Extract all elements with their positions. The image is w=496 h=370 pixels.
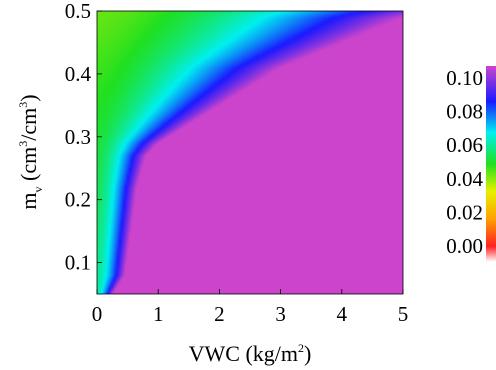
y-axis-label-main: m	[16, 192, 41, 209]
colorbar-tick-label: 0.10	[446, 66, 483, 90]
x-tick-label: 0	[92, 302, 103, 326]
y-axis-label-unit-close: )	[16, 94, 41, 101]
y-axis-label-unit-open: (cm	[16, 147, 41, 187]
y-axis-label-unit-mid: /cm	[16, 108, 41, 141]
x-axis-label: VWC (kg/m2)	[189, 341, 312, 366]
x-axis-label-close: )	[304, 341, 311, 366]
x-axis-label-exp: 2	[298, 341, 304, 355]
x-tick-label: 4	[337, 302, 348, 326]
y-axis-label-exp1: 3	[16, 141, 30, 147]
colorbar-tick-label: 0.06	[446, 133, 483, 157]
x-axis-label-main: VWC (kg/m	[189, 341, 298, 366]
colorbar-gradient	[486, 66, 496, 262]
x-tick-label: 2	[214, 302, 225, 326]
y-tick-label: 0.4	[65, 62, 92, 86]
y-tick-label: 0.3	[65, 125, 91, 149]
colorbar-tick-label: 0.00	[446, 234, 483, 258]
colorbar-tick-label: 0.02	[446, 200, 483, 224]
y-tick-label: 0.5	[65, 0, 91, 23]
x-tick-label: 5	[398, 302, 409, 326]
y-axis-label-sub: v	[31, 186, 45, 192]
plot-frame	[96, 10, 404, 295]
x-tick-label: 3	[275, 302, 286, 326]
heatmap-image	[97, 11, 403, 294]
y-axis-label: mv (cm3/cm3)	[16, 94, 45, 209]
colorbar: 0.10 0.08 0.06 0.04 0.02 0.00	[446, 66, 496, 262]
x-axis: 0 1 2 3 4 5	[92, 289, 409, 326]
x-tick-label: 1	[153, 302, 164, 326]
y-axis-label-exp2: 3	[16, 102, 30, 108]
y-axis: 0.1 0.2 0.3 0.4 0.5	[65, 0, 102, 275]
colorbar-tick-labels: 0.10 0.08 0.06 0.04 0.02 0.00	[446, 66, 483, 258]
y-tick-label: 0.1	[65, 251, 91, 275]
plot-area	[96, 10, 404, 295]
y-tick-label: 0.2	[65, 188, 91, 212]
colorbar-tick-label: 0.04	[446, 167, 483, 191]
colorbar-tick-label: 0.08	[446, 100, 483, 124]
